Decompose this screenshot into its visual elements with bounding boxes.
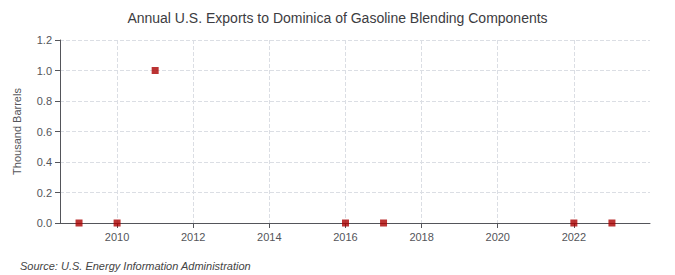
svg-text:Thousand Barrels: Thousand Barrels <box>11 88 23 175</box>
svg-text:0.6: 0.6 <box>37 126 52 138</box>
svg-text:Annual U.S. Exports to Dominic: Annual U.S. Exports to Dominica of Gasol… <box>127 10 547 26</box>
svg-text:0.4: 0.4 <box>37 156 52 168</box>
svg-text:2012: 2012 <box>181 231 205 243</box>
svg-text:0.8: 0.8 <box>37 95 52 107</box>
svg-text:2022: 2022 <box>562 231 586 243</box>
svg-text:1.2: 1.2 <box>37 34 52 46</box>
svg-text:2020: 2020 <box>485 231 509 243</box>
svg-text:2018: 2018 <box>409 231 433 243</box>
svg-text:0.0: 0.0 <box>37 217 52 229</box>
svg-text:1.0: 1.0 <box>37 65 52 77</box>
svg-text:2016: 2016 <box>333 231 357 243</box>
svg-text:Source: U.S. Energy Informatio: Source: U.S. Energy Information Administ… <box>20 260 251 272</box>
svg-text:2014: 2014 <box>257 231 281 243</box>
svg-text:0.2: 0.2 <box>37 187 52 199</box>
svg-text:2010: 2010 <box>105 231 129 243</box>
